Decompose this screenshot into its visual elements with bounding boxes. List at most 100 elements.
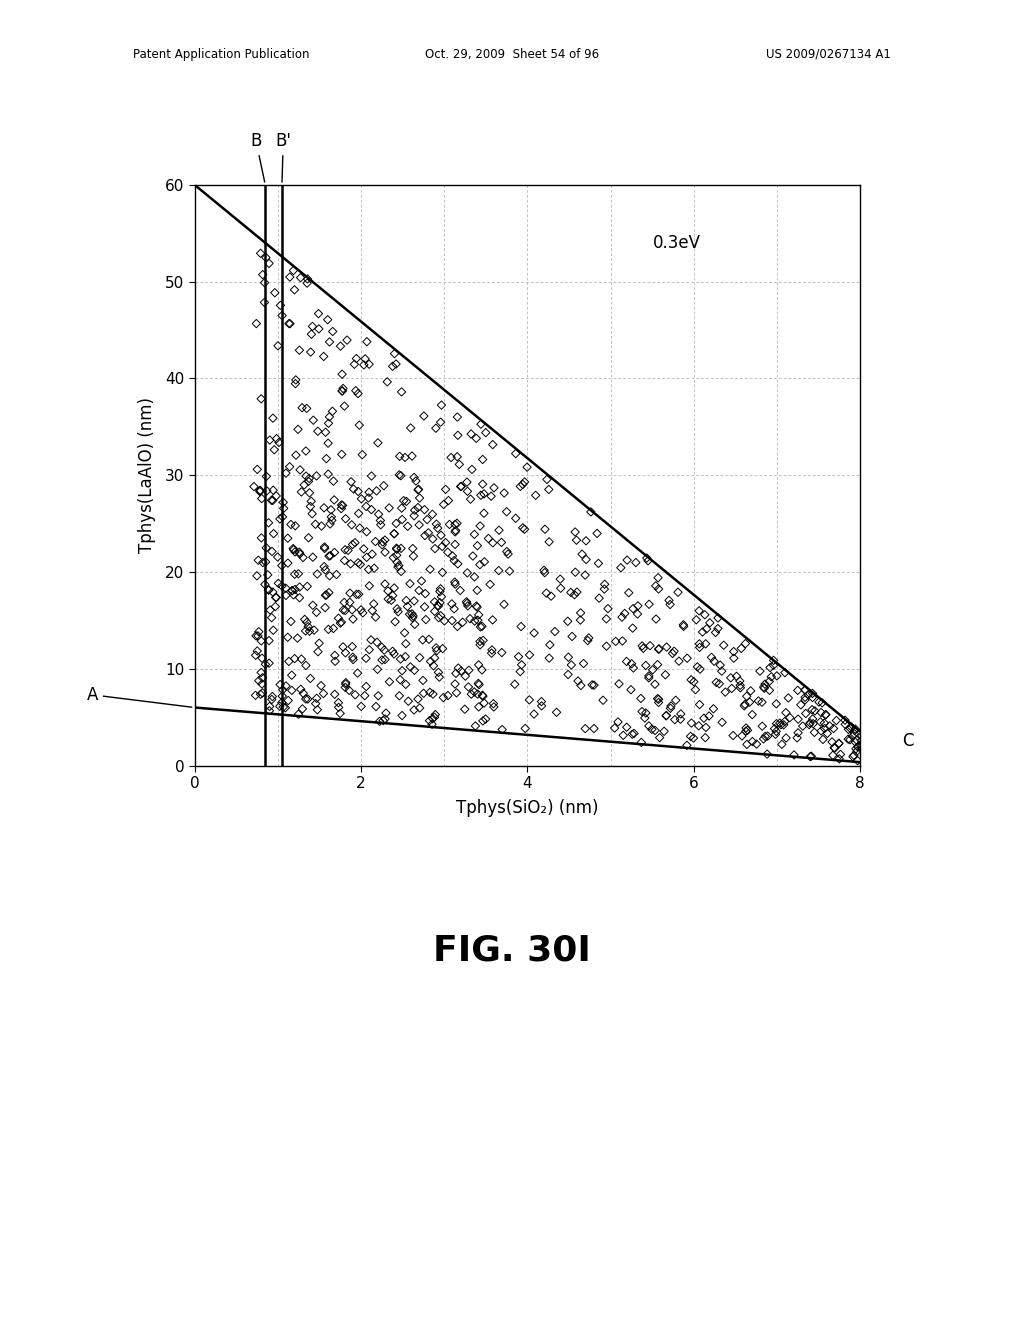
Point [393, 498, 410, 519]
Point [878, 752, 894, 774]
Point [306, 619, 323, 640]
Point [463, 424, 479, 445]
Point [430, 595, 446, 616]
Point [331, 697, 347, 718]
Point [299, 576, 315, 597]
Point [647, 719, 664, 741]
Point [267, 595, 284, 616]
Point [671, 651, 687, 672]
Point [802, 746, 818, 767]
Point [340, 540, 356, 561]
Point [837, 714, 853, 735]
Point [270, 573, 287, 594]
Point [472, 631, 488, 652]
Point [508, 444, 524, 465]
Point [580, 630, 596, 651]
Point [658, 705, 675, 726]
Point [446, 550, 463, 572]
Point [322, 565, 338, 586]
Point [301, 482, 317, 503]
Point [711, 673, 727, 694]
Point [460, 480, 476, 502]
Point [313, 675, 330, 696]
Point [284, 665, 300, 686]
Text: C: C [902, 733, 913, 750]
Point [346, 354, 362, 375]
Point [714, 660, 730, 681]
Point [331, 607, 347, 628]
Point [741, 692, 758, 713]
Point [388, 354, 404, 375]
Point [381, 498, 397, 519]
Point [327, 651, 343, 672]
Point [282, 267, 298, 288]
Point [280, 553, 296, 574]
Point [467, 610, 483, 631]
Point [508, 508, 524, 529]
Point [476, 552, 493, 573]
Point [801, 714, 817, 735]
Point [294, 397, 310, 418]
Point [444, 545, 461, 566]
Point [624, 653, 640, 675]
Point [257, 653, 273, 675]
Point [255, 552, 271, 573]
Point [284, 581, 300, 602]
Point [374, 649, 390, 671]
Point [425, 528, 441, 549]
Point [431, 667, 447, 688]
Point [563, 655, 580, 676]
Point [428, 417, 444, 438]
Point [647, 576, 664, 597]
Point [249, 459, 265, 480]
Point [324, 510, 340, 531]
Point [483, 486, 500, 507]
Point [258, 247, 274, 268]
Point [697, 717, 714, 738]
Point [432, 578, 449, 599]
Point [402, 656, 419, 677]
Point [368, 531, 384, 552]
Point [662, 594, 678, 615]
Point [534, 692, 550, 713]
Point [335, 599, 351, 620]
Point [333, 335, 349, 356]
Point [483, 639, 500, 660]
Point [618, 717, 635, 738]
Point [321, 619, 337, 640]
Text: Patent Application Publication: Patent Application Publication [133, 48, 309, 61]
Point [734, 726, 751, 747]
Point [463, 684, 479, 705]
Point [862, 733, 879, 754]
Point [297, 620, 313, 642]
Point [641, 668, 657, 689]
Point [419, 510, 435, 531]
Point [348, 348, 365, 370]
Point [406, 545, 422, 566]
Point [323, 545, 339, 566]
Point [248, 644, 264, 665]
Point [568, 529, 585, 550]
Point [824, 744, 841, 766]
Point [381, 672, 397, 693]
Point [404, 607, 421, 628]
Point [868, 735, 885, 756]
Point [473, 413, 489, 434]
Point [283, 513, 299, 535]
Point [802, 713, 818, 734]
Point [880, 750, 896, 771]
Point [427, 704, 443, 725]
Point [634, 635, 650, 656]
Point [377, 541, 393, 562]
Point [388, 537, 404, 558]
Point [388, 513, 404, 535]
Point [635, 638, 651, 659]
Point [261, 429, 278, 450]
Point [761, 680, 777, 701]
Point [813, 721, 829, 742]
Point [300, 616, 316, 638]
Point [265, 479, 282, 500]
Point [453, 475, 469, 496]
Point [765, 655, 781, 676]
Point [415, 630, 431, 651]
